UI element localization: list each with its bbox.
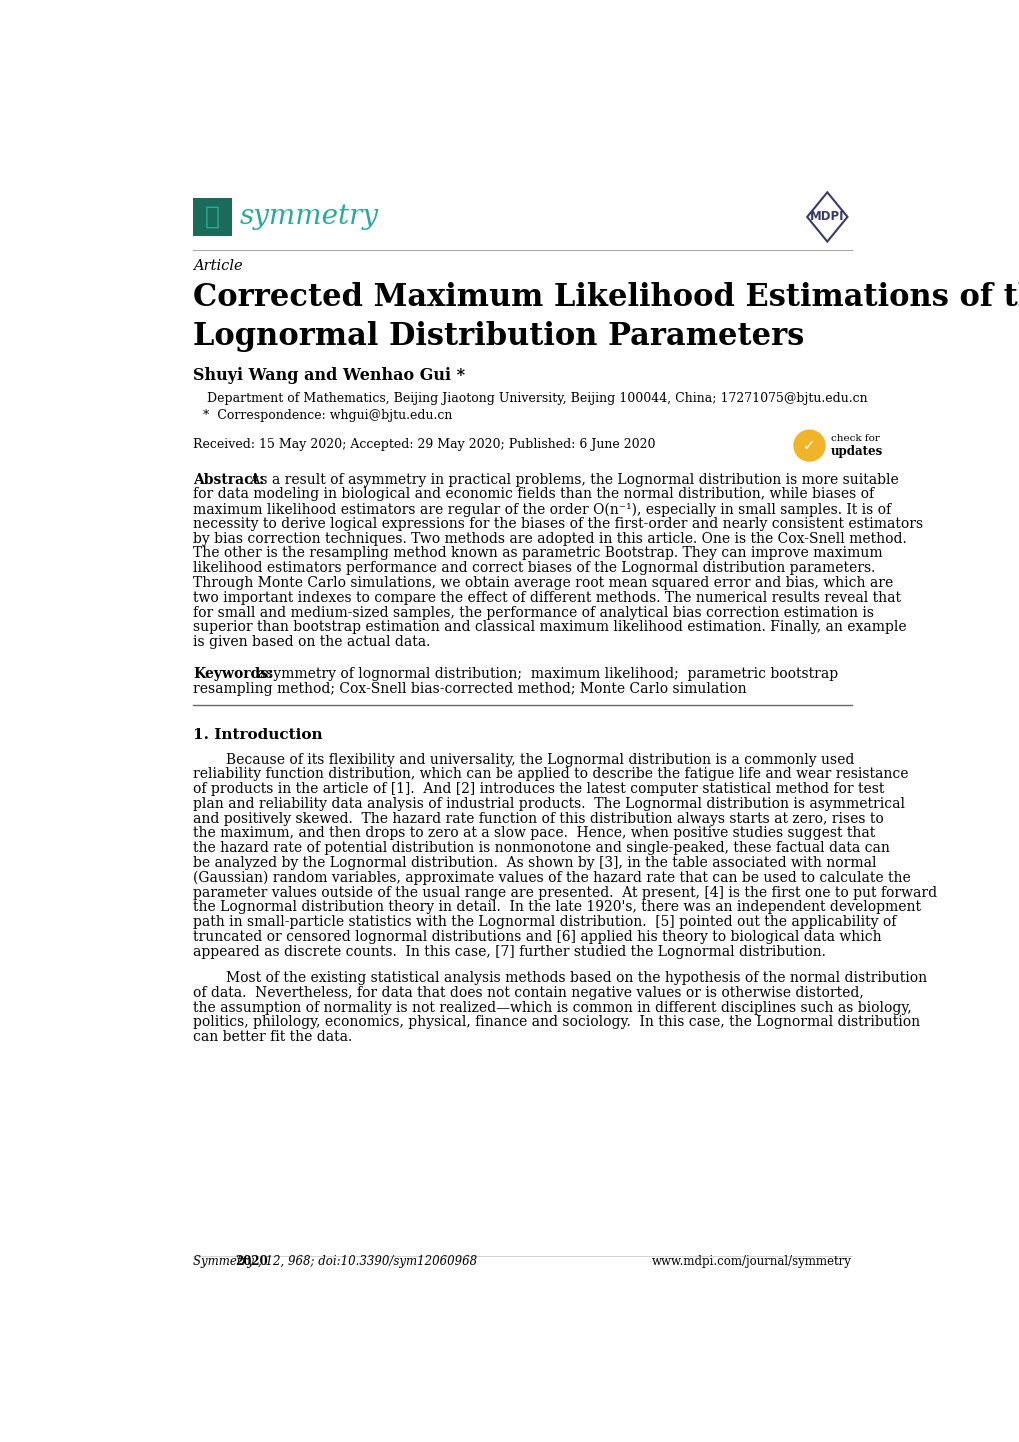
Text: *  Correspondence: whgui@bjtu.edu.cn: * Correspondence: whgui@bjtu.edu.cn [203, 408, 451, 421]
Text: resampling method; Cox-Snell bias-corrected method; Monte Carlo simulation: resampling method; Cox-Snell bias-correc… [194, 682, 746, 695]
Text: of products in the article of [1].  And [2] introduces the latest computer stati: of products in the article of [1]. And [… [194, 782, 883, 796]
Text: Through Monte Carlo simulations, we obtain average root mean squared error and b: Through Monte Carlo simulations, we obta… [194, 575, 893, 590]
Text: politics, philology, economics, physical, finance and sociology.  In this case, : politics, philology, economics, physical… [194, 1015, 919, 1030]
Text: for data modeling in biological and economic fields than the normal distribution: for data modeling in biological and econ… [194, 487, 873, 502]
Text: Ⓢ: Ⓢ [205, 205, 220, 229]
Text: Lognormal Distribution Parameters: Lognormal Distribution Parameters [194, 322, 804, 352]
FancyBboxPatch shape [194, 198, 232, 236]
Text: Department of Mathematics, Beijing Jiaotong University, Beijing 100044, China; 1: Department of Mathematics, Beijing Jiaot… [207, 392, 867, 405]
Text: the maximum, and then drops to zero at a slow pace.  Hence, when positive studie: the maximum, and then drops to zero at a… [194, 826, 874, 841]
Text: www.mdpi.com/journal/symmetry: www.mdpi.com/journal/symmetry [651, 1255, 851, 1268]
Text: of data.  Nevertheless, for data that does not contain negative values or is oth: of data. Nevertheless, for data that doe… [194, 986, 863, 999]
Text: superior than bootstrap estimation and classical maximum likelihood estimation. : superior than bootstrap estimation and c… [194, 620, 906, 634]
Text: the Lognormal distribution theory in detail.  In the late 1920's, there was an i: the Lognormal distribution theory in det… [194, 900, 920, 914]
Text: path in small-particle statistics with the Lognormal distribution.  [5] pointed : path in small-particle statistics with t… [194, 916, 896, 929]
Text: the assumption of normality is not realized—which is common in different discipl: the assumption of normality is not reali… [194, 1001, 911, 1015]
Text: and positively skewed.  The hazard rate function of this distribution always sta: and positively skewed. The hazard rate f… [194, 812, 883, 826]
Text: parameter values outside of the usual range are presented.  At present, [4] is t: parameter values outside of the usual ra… [194, 885, 936, 900]
Text: 1. Introduction: 1. Introduction [194, 728, 323, 741]
Text: Received: 15 May 2020; Accepted: 29 May 2020; Published: 6 June 2020: Received: 15 May 2020; Accepted: 29 May … [194, 438, 655, 451]
Text: ✓: ✓ [802, 438, 815, 453]
Text: , 12, 968; doi:10.3390/sym12060968: , 12, 968; doi:10.3390/sym12060968 [258, 1255, 477, 1268]
Text: Corrected Maximum Likelihood Estimations of the: Corrected Maximum Likelihood Estimations… [194, 283, 1019, 313]
Text: two important indexes to compare the effect of different methods. The numerical : two important indexes to compare the eff… [194, 591, 901, 604]
Text: necessity to derive logical expressions for the biases of the first-order and ne: necessity to derive logical expressions … [194, 516, 922, 531]
Text: likelihood estimators performance and correct biases of the Lognormal distributi: likelihood estimators performance and co… [194, 561, 875, 575]
Text: (Gaussian) random variables, approximate values of the hazard rate that can be u: (Gaussian) random variables, approximate… [194, 871, 910, 885]
Text: The other is the resampling method known as parametric Bootstrap. They can impro: The other is the resampling method known… [194, 547, 882, 561]
Text: can better fit the data.: can better fit the data. [194, 1030, 353, 1044]
Text: MDPI: MDPI [809, 211, 844, 224]
Text: Most of the existing statistical analysis methods based on the hypothesis of the: Most of the existing statistical analysi… [225, 970, 926, 985]
Text: plan and reliability data analysis of industrial products.  The Lognormal distri: plan and reliability data analysis of in… [194, 797, 905, 810]
Text: truncated or censored lognormal distributions and [6] applied his theory to biol: truncated or censored lognormal distribu… [194, 930, 881, 945]
Text: Shuyi Wang and Wenhao Gui *: Shuyi Wang and Wenhao Gui * [194, 368, 465, 384]
Text: Symmetry: Symmetry [194, 1255, 258, 1268]
Text: Because of its flexibility and universality, the Lognormal distribution is a com: Because of its flexibility and universal… [225, 753, 854, 767]
Text: for small and medium-sized samples, the performance of analytical bias correctio: for small and medium-sized samples, the … [194, 606, 873, 620]
Text: is given based on the actual data.: is given based on the actual data. [194, 634, 430, 649]
Text: by bias correction techniques. Two methods are adopted in this article. One is t: by bias correction techniques. Two metho… [194, 532, 906, 545]
Text: the hazard rate of potential distribution is nonmonotone and single-peaked, thes: the hazard rate of potential distributio… [194, 841, 890, 855]
Text: appeared as discrete counts.  In this case, [7] further studied the Lognormal di: appeared as discrete counts. In this cas… [194, 945, 825, 959]
Text: Keywords:: Keywords: [194, 666, 273, 681]
Text: Article: Article [194, 260, 243, 274]
Text: 2020: 2020 [234, 1255, 267, 1268]
Text: maximum likelihood estimators are regular of the order O(n⁻¹), especially in sma: maximum likelihood estimators are regula… [194, 502, 891, 516]
Circle shape [793, 430, 824, 461]
Text: check for: check for [830, 434, 879, 443]
Text: reliability function distribution, which can be applied to describe the fatigue : reliability function distribution, which… [194, 767, 908, 782]
Text: Abstract:: Abstract: [194, 473, 264, 486]
Text: updates: updates [830, 444, 882, 457]
Text: asymmetry of lognormal distribution;  maximum likelihood;  parametric bootstrap: asymmetry of lognormal distribution; max… [249, 666, 838, 681]
Text: be analyzed by the Lognormal distribution.  As shown by [3], in the table associ: be analyzed by the Lognormal distributio… [194, 857, 876, 870]
Text: As a result of asymmetry in practical problems, the Lognormal distribution is mo: As a result of asymmetry in practical pr… [246, 473, 898, 486]
Text: symmetry: symmetry [239, 203, 378, 231]
